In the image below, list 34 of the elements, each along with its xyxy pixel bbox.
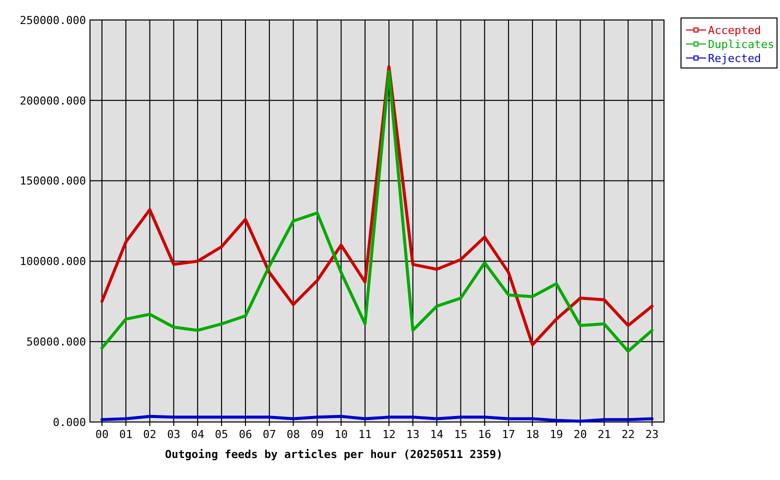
x-tick-label: 19 [550, 428, 563, 441]
x-tick-label: 00 [95, 428, 109, 441]
y-tick-label: 100000.000 [20, 255, 86, 268]
legend-label: Accepted [708, 24, 761, 37]
x-tick-label: 22 [622, 428, 635, 441]
legend-label: Rejected [708, 52, 761, 65]
x-tick-label: 17 [502, 428, 516, 441]
y-tick-label: 200000.000 [20, 94, 86, 108]
x-tick-label: 21 [598, 428, 611, 441]
x-tick-label: 20 [574, 428, 587, 441]
x-tick-label: 13 [406, 428, 420, 441]
x-tick-label: 02 [143, 428, 156, 441]
x-tick-label: 03 [167, 428, 180, 441]
x-tick-label: 18 [526, 428, 540, 441]
x-tick-label: 08 [286, 428, 300, 441]
y-tick-label: 150000.000 [20, 174, 86, 188]
x-tick-label: 12 [382, 428, 396, 441]
legend-label: Duplicates [708, 38, 774, 51]
x-tick-label: 15 [454, 428, 468, 441]
x-tick-label: 06 [238, 428, 252, 441]
x-tick-label: 14 [430, 428, 444, 441]
x-tick-label: 01 [119, 428, 132, 441]
x-tick-label: 23 [645, 428, 659, 441]
x-tick-label: 05 [214, 428, 228, 441]
x-tick-label: 04 [191, 428, 205, 441]
x-tick-label: 09 [310, 428, 324, 441]
x-tick-label: 10 [334, 428, 348, 441]
y-tick-label: 50000.000 [26, 335, 86, 348]
x-tick-label: 16 [478, 428, 492, 441]
y-tick-label: 0.000 [52, 416, 86, 429]
x-tick-label: 11 [358, 428, 372, 441]
x-tick-label: 07 [262, 428, 276, 441]
x-axis-title: Outgoing feeds by articles per hour (20250511 2359) [165, 448, 503, 461]
y-tick-label: 250000.000 [20, 14, 86, 27]
